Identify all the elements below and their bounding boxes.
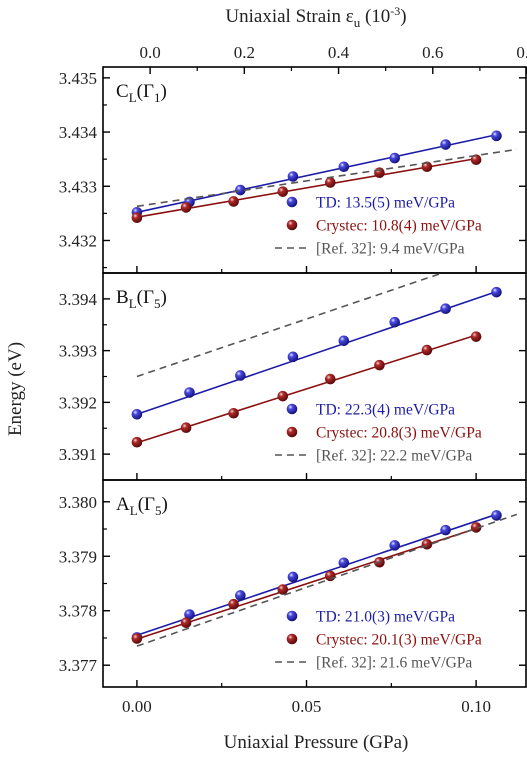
crystec-data-point <box>131 436 143 448</box>
crystec-data-point <box>421 161 433 173</box>
panel-label: BL(Γ5) <box>116 287 167 311</box>
td-data-point <box>287 571 299 583</box>
legend-td-symbol <box>286 403 298 415</box>
td-fit-line <box>136 290 497 416</box>
y-tick-label: 3.377 <box>59 656 98 675</box>
y-axis-title: Energy (eV) <box>5 342 26 436</box>
panel-a-l-gamma5: 3.377 3.378 3.379 3.380 TD: 21.0(3) meV/GPa C… <box>59 479 527 716</box>
top-axis-title: Uniaxial Strain εu (10-3) <box>225 4 406 30</box>
td-data-point <box>389 316 401 328</box>
legend-td-label: TD: 22.3(4) meV/GPa <box>316 402 455 419</box>
td-data-point <box>491 510 502 521</box>
crystec-data-point <box>277 584 289 595</box>
top-tick-label: 0.0 <box>139 43 160 62</box>
legend-crystec-symbol <box>286 219 298 231</box>
legend-crystec-symbol <box>286 426 298 438</box>
y-tick-label: 3.380 <box>59 493 97 512</box>
legend-td-symbol <box>286 610 298 622</box>
top-tick-label: 0.4 <box>328 43 350 62</box>
legend-ref-label: [Ref. 32]: 22.2 meV/GPa <box>316 448 472 465</box>
td-data-point <box>338 557 350 569</box>
td-data-point <box>287 351 299 363</box>
crystec-data-point <box>470 522 482 533</box>
crystec-data-point <box>374 167 385 179</box>
crystec-data-point <box>228 598 239 610</box>
x-tick-label: 0.05 <box>292 697 322 716</box>
crystec-data-point <box>180 422 192 434</box>
panel-label: AL(Γ5) <box>116 494 168 518</box>
td-data-point <box>338 161 350 173</box>
top-tick-label: 0.6 <box>422 43 443 62</box>
y-tick-label: 3.393 <box>59 342 97 361</box>
td-data-point <box>184 387 195 398</box>
ref-dashed-line <box>136 513 518 647</box>
crystec-data-point <box>131 633 143 644</box>
td-data-point <box>235 184 246 196</box>
y-tick-label: 3.379 <box>59 547 97 566</box>
legend-ref-label: [Ref. 32]: 9.4 meV/GPa <box>316 241 465 258</box>
x-tick-label: 0.10 <box>461 697 491 716</box>
top-tick-label: 0.8 <box>516 43 527 62</box>
td-data-point <box>491 286 502 298</box>
crystec-fit-line <box>136 527 477 640</box>
panel-c-l-gamma1: 3.432 3.433 3.434 3.435 TD: 13.5(5) meV/GPa C… <box>59 66 527 274</box>
x-tick-label: 0.00 <box>122 697 152 716</box>
crystec-data-point <box>470 331 482 342</box>
ref-dashed-line <box>136 273 443 378</box>
legend-crystec-label: Crystec: 20.8(3) meV/GPa <box>316 425 482 442</box>
td-data-point <box>338 335 350 347</box>
x-axis-title: Uniaxial Pressure (GPa) <box>224 732 409 753</box>
crystec-data-point <box>228 196 239 207</box>
legend-crystec-symbol <box>286 633 298 645</box>
td-data-point <box>235 370 246 381</box>
legend-td-label: TD: 21.0(3) meV/GPa <box>316 609 455 626</box>
top-tick-label: 0.2 <box>234 43 255 62</box>
y-tick-label: 3.435 <box>59 69 97 88</box>
td-data-point <box>235 590 246 601</box>
crystec-data-point <box>228 407 239 419</box>
y-tick-label: 3.433 <box>59 177 97 196</box>
y-tick-label: 3.392 <box>59 393 97 412</box>
crystec-data-point <box>180 202 192 213</box>
crystec-data-point <box>324 177 336 188</box>
crystec-fit-line <box>136 157 477 218</box>
td-data-point <box>491 130 502 142</box>
crystec-data-point <box>421 344 433 356</box>
td-data-point <box>440 303 451 315</box>
td-data-point <box>131 408 143 420</box>
y-tick-label: 3.394 <box>59 290 98 309</box>
crystec-data-point <box>470 154 482 165</box>
td-fit-line <box>136 513 497 637</box>
legend-td-symbol <box>286 196 298 208</box>
crystec-data-point <box>131 212 143 224</box>
legend-td-label: TD: 13.5(5) meV/GPa <box>316 195 455 212</box>
legend-crystec-label: Crystec: 10.8(4) meV/GPa <box>316 218 482 235</box>
crystec-data-point <box>277 186 289 197</box>
panel-b-l-gamma5: 3.391 3.392 3.393 3.394 TD: 22.3(4) meV/GPa C… <box>59 272 527 481</box>
y-tick-label: 3.432 <box>59 231 97 250</box>
crystec-data-point <box>421 538 433 550</box>
top-axis-tick-labels: 0.0 0.2 0.4 0.6 0.8 <box>139 43 527 74</box>
crystec-data-point <box>180 617 192 629</box>
td-data-point <box>440 139 451 150</box>
panel-label: CL(Γ1) <box>116 81 167 105</box>
y-tick-label: 3.378 <box>59 602 97 621</box>
td-data-point <box>389 152 401 164</box>
td-fit-line <box>136 133 497 214</box>
ref-dashed-line <box>136 148 517 208</box>
td-data-point <box>184 609 195 620</box>
crystec-data-point <box>277 390 289 402</box>
crystec-data-point <box>324 373 336 385</box>
y-tick-label: 3.391 <box>59 445 97 464</box>
td-data-point <box>287 171 299 182</box>
crystec-fit-line <box>136 334 477 444</box>
legend-crystec-label: Crystec: 20.1(3) meV/GPa <box>316 632 482 649</box>
td-data-point <box>440 524 451 536</box>
crystec-data-point <box>374 359 385 371</box>
td-data-point <box>389 540 401 551</box>
legend-ref-label: [Ref. 32]: 21.6 meV/GPa <box>316 655 472 672</box>
y-tick-label: 3.434 <box>59 123 98 142</box>
